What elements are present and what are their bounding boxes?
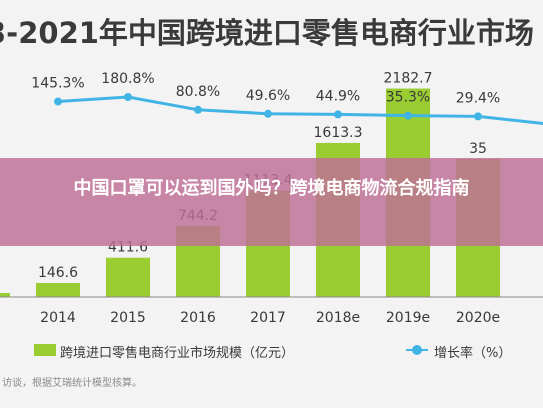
chart-title: 3-2021年中国跨境进口零售电商行业市场 [0, 16, 534, 50]
growth-rate-label: 35.3% [386, 90, 430, 106]
bar-value-label: 146.6 [38, 265, 78, 281]
x-tick-label: 2019e [386, 310, 430, 326]
bar-value-label: 35 [469, 141, 487, 157]
growth-rate-point [124, 93, 132, 101]
bar [36, 282, 80, 297]
growth-rate-series: 145.3%180.8%80.8%49.6%44.9%35.3%29.4%2 [31, 71, 543, 125]
growth-rate-point [334, 110, 342, 119]
growth-rate-label: 180.8% [101, 71, 154, 87]
growth-rate-point [54, 97, 62, 106]
bar [106, 257, 150, 297]
x-tick-label: 2015 [110, 310, 146, 326]
source-note: 访谈，根据艾瑞统计模型核算。 [2, 378, 142, 389]
x-tick-label: 2017 [250, 310, 286, 326]
x-tick-label: 2016 [180, 310, 216, 326]
growth-rate-label: 44.9% [316, 88, 360, 104]
growth-rate-label: 80.8% [176, 84, 220, 100]
legend-bar-label: 跨境进口零售电商行业市场规模（亿元） [60, 346, 295, 361]
x-tick-label: 2018e [316, 310, 360, 326]
growth-rate-point [264, 109, 272, 118]
growth-rate-label: 49.6% [246, 88, 290, 104]
x-tick-label: 2014 [40, 310, 76, 326]
growth-rate-label: 145.3% [31, 76, 84, 92]
bar-value-label: 2182.7 [384, 71, 433, 87]
growth-rate-point [404, 111, 412, 120]
legend-line-label: 增长率（%） [434, 346, 512, 361]
bar [0, 293, 10, 297]
article-title-banner[interactable]: 中国口罩可以运到国外吗？跨境电商物流合规指南 [0, 158, 543, 246]
legend-bar-swatch [34, 344, 56, 356]
growth-rate-label: 29.4% [456, 90, 500, 106]
article-title[interactable]: 中国口罩可以运到国外吗？跨境电商物流合规指南 [73, 178, 470, 199]
x-axis-tick-labels: 320142015201620172018e2019e2020ee [40, 310, 500, 326]
growth-rate-point [194, 105, 202, 114]
legend-line-marker [412, 345, 422, 355]
bar-value-label: 1613.3 [314, 125, 363, 141]
x-tick-label: 2020e [456, 310, 500, 326]
growth-rate-point [474, 112, 482, 121]
